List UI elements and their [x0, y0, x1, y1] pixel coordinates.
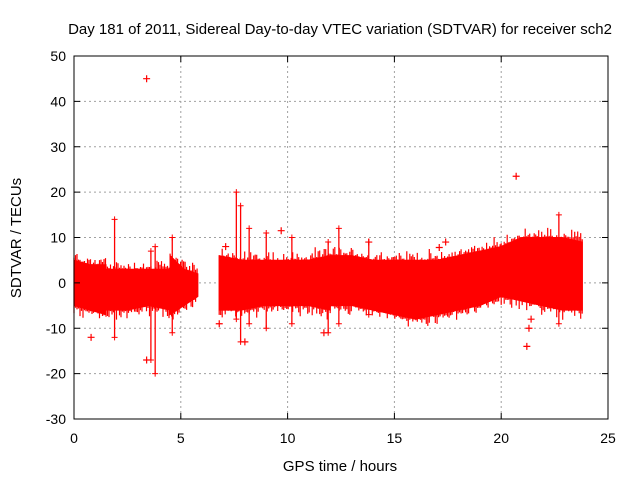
data-point	[365, 311, 372, 318]
data-point	[512, 172, 520, 180]
data-point	[222, 243, 230, 251]
data-point	[152, 370, 159, 377]
data-point	[335, 225, 342, 232]
data-point	[277, 227, 285, 235]
x-tick-label: 5	[177, 430, 185, 446]
data-layer	[73, 75, 583, 377]
data-point	[237, 202, 244, 209]
data-jitter	[500, 227, 583, 320]
y-tick-label: -30	[46, 411, 66, 427]
data-point	[320, 329, 328, 337]
y-tick-label: 50	[50, 48, 66, 64]
y-tick-labels: -30 -20 -10 0 10 20 30 40 50	[46, 48, 66, 427]
y-tick-label: -10	[46, 320, 66, 336]
data-point	[169, 234, 176, 241]
y-tick-label: 30	[50, 139, 66, 155]
y-tick-label: 20	[50, 184, 66, 200]
data-point	[525, 324, 533, 332]
y-tick-label: 40	[50, 93, 66, 109]
data-point	[246, 225, 253, 232]
y-axis-label: SDTVAR / TECUs	[8, 178, 25, 298]
data-point	[263, 229, 270, 236]
data-point	[365, 238, 373, 246]
data-point	[143, 75, 151, 83]
data-jitter	[329, 247, 438, 327]
data-point	[233, 189, 240, 196]
data-jitter	[218, 247, 331, 320]
data-point	[233, 316, 240, 323]
y-tick-label: 10	[50, 230, 66, 246]
data-point	[169, 329, 176, 336]
data-point	[263, 325, 270, 332]
data-point	[523, 342, 531, 350]
data-point	[527, 315, 535, 323]
data-point	[555, 211, 562, 218]
x-axis-label: GPS time / hours	[283, 458, 397, 475]
data-point	[111, 216, 118, 223]
y-tick-label: -20	[46, 366, 66, 382]
data-point	[335, 320, 342, 327]
data-point	[147, 248, 154, 255]
x-tick-label: 20	[493, 430, 509, 446]
x-tick-label: 15	[387, 430, 403, 446]
data-point	[288, 320, 295, 327]
data-point	[435, 243, 443, 251]
data-point	[111, 334, 118, 341]
data-point	[215, 320, 223, 328]
x-tick-label: 0	[70, 430, 78, 446]
x-tick-labels: 0 5 10 15 20 25	[70, 430, 616, 446]
grid-lines	[74, 56, 608, 419]
data-point	[288, 234, 295, 241]
data-point	[241, 338, 249, 346]
data-point	[87, 333, 95, 341]
data-point	[555, 320, 562, 327]
data-point	[325, 239, 332, 246]
x-tick-label: 10	[280, 430, 296, 446]
data-jitter	[169, 253, 198, 320]
chart-title: Day 181 of 2011, Sidereal Day-to-day VTE…	[68, 21, 612, 38]
data-point	[152, 243, 159, 250]
x-tick-label: 25	[600, 430, 616, 446]
data-point	[143, 356, 151, 364]
data-point	[442, 238, 450, 246]
data-jitter	[436, 237, 501, 324]
tick-marks	[73, 55, 609, 420]
data-point	[246, 320, 253, 327]
y-tick-label: 0	[58, 275, 66, 291]
